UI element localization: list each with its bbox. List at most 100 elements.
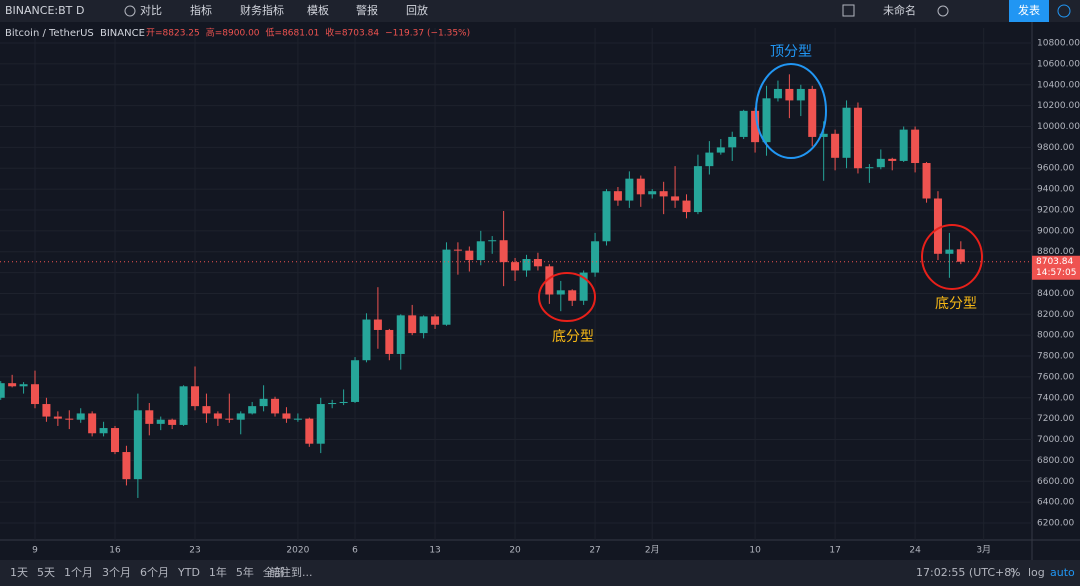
toolbar-item[interactable]: 财务指标 xyxy=(240,3,284,17)
legend-value: 收=8703.84 xyxy=(325,27,379,39)
annotation-circle xyxy=(921,224,983,290)
candle-body xyxy=(568,290,577,301)
annotation: 顶分型 xyxy=(770,44,812,60)
candle-body xyxy=(922,163,931,199)
candle-body xyxy=(511,262,520,271)
candle-body xyxy=(716,147,725,153)
x-tick-label: 16 xyxy=(109,546,121,556)
percent-toggle[interactable]: % xyxy=(1010,566,1020,579)
annotation: 底分型 xyxy=(552,329,594,345)
candle-body xyxy=(236,413,245,420)
toolbar-item[interactable]: 模板 xyxy=(307,3,329,17)
candle-body xyxy=(659,191,668,197)
x-tick-label: 23 xyxy=(189,546,200,556)
candle-body xyxy=(156,419,165,424)
candle-body xyxy=(259,398,268,407)
range-button[interactable]: 5天 xyxy=(37,566,55,579)
candle-body xyxy=(42,404,51,417)
toolbar-item[interactable]: 指标 xyxy=(190,3,212,17)
toolbar-item[interactable]: 警报 xyxy=(356,3,378,17)
y-tick-label: 9600.00 xyxy=(1037,164,1074,174)
candle-body xyxy=(362,319,371,361)
candle-body xyxy=(579,272,588,301)
y-tick-label: 6800.00 xyxy=(1037,456,1074,466)
auto-toggle[interactable]: auto xyxy=(1050,566,1075,579)
candle-body xyxy=(728,136,737,148)
range-button[interactable]: 1天 xyxy=(10,566,28,579)
candle-body xyxy=(682,200,691,213)
toolbar-item[interactable]: 对比 xyxy=(140,3,162,17)
candle-body xyxy=(956,249,965,262)
candle-body xyxy=(145,410,154,424)
candle-body xyxy=(453,249,462,251)
candle-body xyxy=(76,413,85,420)
candle-body xyxy=(305,418,314,444)
candle-body xyxy=(522,259,531,271)
goto[interactable]: 前往到... xyxy=(269,565,313,579)
y-tick-label: 9000.00 xyxy=(1037,226,1074,236)
candle-body xyxy=(293,418,302,420)
log-toggle[interactable]: log xyxy=(1028,566,1045,579)
play-button[interactable] xyxy=(1050,0,1080,22)
range-button[interactable]: YTD xyxy=(177,566,200,579)
candle-body xyxy=(53,416,62,419)
candle-body xyxy=(842,107,851,158)
y-tick-label: 9800.00 xyxy=(1037,143,1074,153)
x-tick-label: 20 xyxy=(509,546,521,556)
x-tick-label: 9 xyxy=(32,546,38,556)
candle-body xyxy=(8,383,17,387)
y-tick-label: 10000.00 xyxy=(1037,122,1080,132)
candle-body xyxy=(625,178,634,201)
candle-body xyxy=(499,240,508,263)
candle-body xyxy=(31,384,39,405)
clock: 17:02:55 (UTC+8) xyxy=(916,566,1016,579)
y-tick-label: 6200.00 xyxy=(1037,518,1074,528)
legend-value: 开=8823.25 xyxy=(146,28,200,39)
y-tick-label: 10600.00 xyxy=(1037,59,1080,69)
candle-body xyxy=(773,88,782,99)
candle-body xyxy=(465,250,474,261)
range-button[interactable]: 5年 xyxy=(236,565,254,579)
range-button[interactable]: 全部 xyxy=(263,565,285,579)
symbol[interactable]: BINANCE:BT xyxy=(5,4,73,17)
candle-body xyxy=(65,418,74,420)
chart-title: Bitcoin / TetherUS xyxy=(5,28,94,39)
candle-body xyxy=(533,259,542,267)
annotation-circle xyxy=(538,272,596,322)
candle-body xyxy=(865,167,874,169)
candle-body xyxy=(819,133,828,137)
x-tick-label: 13 xyxy=(429,546,440,556)
range-button[interactable]: 6个月 xyxy=(140,566,169,579)
candle-body xyxy=(191,386,200,407)
y-tick-label: 8400.00 xyxy=(1037,289,1074,299)
candle-body xyxy=(328,403,337,405)
annotation-circle xyxy=(755,63,827,159)
candle-body xyxy=(488,240,497,242)
candle-body xyxy=(636,178,645,195)
candle-body xyxy=(408,315,417,334)
candle-body xyxy=(613,191,622,201)
candle-body xyxy=(808,88,817,137)
y-tick-label: 6400.00 xyxy=(1037,498,1074,508)
candle-body xyxy=(876,158,885,168)
candle-body xyxy=(122,452,131,480)
interval[interactable]: D xyxy=(76,4,84,17)
candle-body xyxy=(796,88,805,101)
candle-body xyxy=(213,413,222,419)
publish-button[interactable] xyxy=(1009,0,1049,22)
candle-body xyxy=(831,133,840,158)
toolbar-item[interactable]: 回放 xyxy=(406,3,428,17)
layout-name[interactable]: 未命名 xyxy=(883,3,916,17)
exchange: BINANCE xyxy=(100,28,145,39)
y-tick-label: 7000.00 xyxy=(1037,435,1074,445)
candle-body xyxy=(339,401,348,404)
candle-body xyxy=(99,428,108,434)
range-button[interactable]: 1年 xyxy=(209,565,227,579)
range-button[interactable]: 3个月 xyxy=(102,566,131,579)
last-price-box xyxy=(1032,255,1080,280)
y-tick-label: 7400.00 xyxy=(1037,393,1074,403)
candle-body xyxy=(316,404,325,444)
x-tick-label: 2月 xyxy=(645,545,660,556)
icon xyxy=(937,5,949,17)
range-button[interactable]: 1个月 xyxy=(64,566,93,579)
